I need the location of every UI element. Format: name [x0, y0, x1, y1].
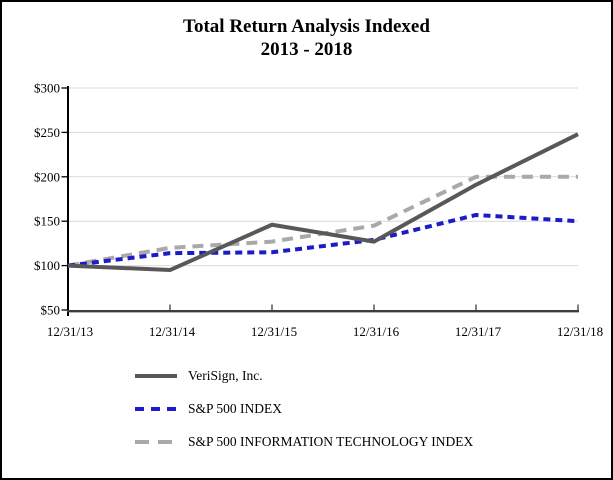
legend-swatch-solid-line	[135, 373, 177, 378]
x-tick-label: 12/31/16	[353, 324, 400, 339]
x-tick-label: 12/31/14	[149, 324, 196, 339]
x-tick-label: 12/31/18	[557, 324, 603, 339]
legend: VeriSign, Inc. S&P 500 INDEX S&P 500 INF…	[135, 368, 473, 467]
x-tick-label: 12/31/17	[455, 324, 502, 339]
legend-swatch-dotted-line	[135, 406, 177, 411]
y-tick-label: $100	[34, 258, 60, 273]
legend-swatch-dashed-line	[135, 439, 177, 444]
y-tick-label: $150	[34, 214, 60, 229]
legend-item-sp500: S&P 500 INDEX	[135, 401, 473, 416]
legend-label-sp500-it: S&P 500 INFORMATION TECHNOLOGY INDEX	[188, 433, 474, 449]
chart-title: Total Return Analysis Indexed 2013 - 201…	[0, 15, 613, 61]
legend-label-sp500: S&P 500 INDEX	[188, 400, 283, 416]
y-tick-label: $300	[34, 81, 60, 96]
chart-title-line1: Total Return Analysis Indexed	[183, 16, 430, 37]
y-tick-label: $50	[41, 303, 61, 318]
chart-title-line2: 2013 - 2018	[260, 39, 353, 60]
y-tick-label: $250	[34, 125, 60, 140]
legend-item-verisign: VeriSign, Inc.	[135, 368, 473, 383]
legend-item-sp500-it: S&P 500 INFORMATION TECHNOLOGY INDEX	[135, 434, 473, 449]
x-tick-label: 12/31/15	[251, 324, 297, 339]
y-tick-label: $200	[34, 169, 60, 184]
x-tick-label: 12/31/13	[47, 324, 93, 339]
series-line-0	[67, 132, 579, 273]
legend-label-verisign: VeriSign, Inc.	[188, 367, 263, 383]
series-line-1	[67, 212, 579, 268]
